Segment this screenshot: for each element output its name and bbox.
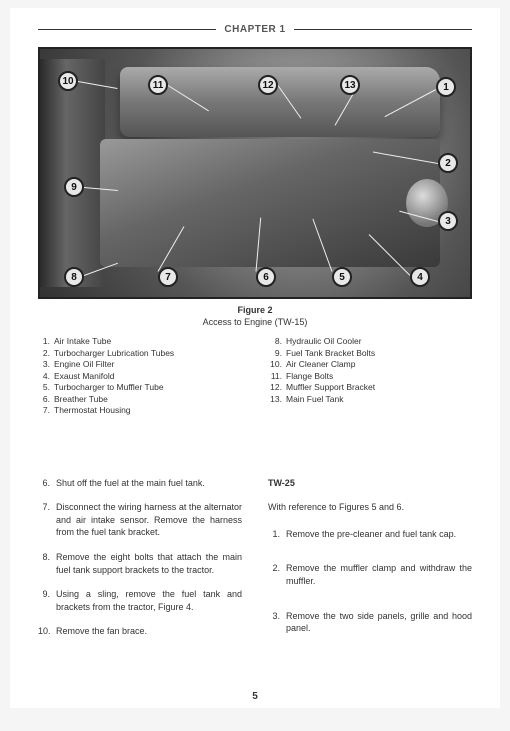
callout-1: 1 xyxy=(436,77,456,97)
figure-image: 10111213123456789 xyxy=(38,47,472,299)
legend-text: Flange Bolts xyxy=(286,371,333,382)
legend-text: Hydraulic Oil Cooler xyxy=(286,336,362,347)
legend-num: 7. xyxy=(38,405,54,416)
step: 9.Using a sling, remove the fuel tank an… xyxy=(38,588,242,613)
page-number: 5 xyxy=(10,691,500,702)
callout-12: 12 xyxy=(258,75,278,95)
legend-col-left: 1.Air Intake Tube2.Turbocharger Lubricat… xyxy=(38,336,240,416)
step: 7.Disconnect the wiring harness at the a… xyxy=(38,501,242,539)
legend-num: 6. xyxy=(38,394,54,405)
chapter-label: CHAPTER 1 xyxy=(224,24,285,35)
step-text: Remove the muffler clamp and withdraw th… xyxy=(286,562,472,587)
legend-text: Exaust Manifold xyxy=(54,371,114,382)
legend-text: Breather Tube xyxy=(54,394,108,405)
callout-8: 8 xyxy=(64,267,84,287)
step-number: 7. xyxy=(38,501,56,539)
engine-side-panel xyxy=(40,59,105,287)
legend-text: Fuel Tank Bracket Bolts xyxy=(286,348,375,359)
figure-caption-text: Access to Engine (TW-15) xyxy=(203,317,308,327)
legend-item: 1.Air Intake Tube xyxy=(38,336,240,347)
step-number: 6. xyxy=(38,477,56,490)
step-number: 1. xyxy=(268,528,286,541)
legend-item: 6.Breather Tube xyxy=(38,394,240,405)
callout-9: 9 xyxy=(64,177,84,197)
callout-2: 2 xyxy=(438,153,458,173)
legend-num: 4. xyxy=(38,371,54,382)
step-number: 8. xyxy=(38,551,56,576)
legend-num: 10. xyxy=(270,359,286,370)
step: 6.Shut off the fuel at the main fuel tan… xyxy=(38,477,242,490)
step-number: 10. xyxy=(38,625,56,638)
step-text: Remove the eight bolts that attach the m… xyxy=(56,551,242,576)
legend-text: Air Intake Tube xyxy=(54,336,111,347)
legend-text: Turbocharger to Muffler Tube xyxy=(54,382,164,393)
legend-item: 8.Hydraulic Oil Cooler xyxy=(270,336,472,347)
step-text: Remove the fan brace. xyxy=(56,625,147,638)
legend-num: 11. xyxy=(270,371,286,382)
legend-num: 13. xyxy=(270,394,286,405)
legend-num: 9. xyxy=(270,348,286,359)
legend-item: 7.Thermostat Housing xyxy=(38,405,240,416)
step-number: 3. xyxy=(268,610,286,635)
chapter-header: CHAPTER 1 xyxy=(38,24,472,35)
legend-num: 5. xyxy=(38,382,54,393)
engine-top xyxy=(120,67,440,137)
legend-item: 3.Engine Oil Filter xyxy=(38,359,240,370)
legend-text: Turbocharger Lubrication Tubes xyxy=(54,348,174,359)
callout-5: 5 xyxy=(332,267,352,287)
legend-item: 13.Main Fuel Tank xyxy=(270,394,472,405)
step-number: 9. xyxy=(38,588,56,613)
legend-item: 2.Turbocharger Lubrication Tubes xyxy=(38,348,240,359)
callout-7: 7 xyxy=(158,267,178,287)
legend-text: Thermostat Housing xyxy=(54,405,131,416)
legend-text: Engine Oil Filter xyxy=(54,359,114,370)
right-column: TW-25 With reference to Figures 5 and 6. 1… xyxy=(268,477,472,657)
figure-label: Figure 2 xyxy=(237,305,272,315)
legend-num: 2. xyxy=(38,348,54,359)
callout-6: 6 xyxy=(256,267,276,287)
step-text: Using a sling, remove the fuel tank and … xyxy=(56,588,242,613)
step-text: Disconnect the wiring harness at the alt… xyxy=(56,501,242,539)
body-columns: 6.Shut off the fuel at the main fuel tan… xyxy=(38,477,472,657)
legend-num: 1. xyxy=(38,336,54,347)
engine-block xyxy=(100,139,440,267)
step: 1.Remove the pre-cleaner and fuel tank c… xyxy=(268,528,472,541)
section-title: TW-25 xyxy=(268,477,472,490)
callout-11: 11 xyxy=(148,75,168,95)
legend-item: 5.Turbocharger to Muffler Tube xyxy=(38,382,240,393)
left-column: 6.Shut off the fuel at the main fuel tan… xyxy=(38,477,242,657)
step: 2.Remove the muffler clamp and withdraw … xyxy=(268,562,472,587)
rule-left xyxy=(38,29,216,30)
legend-num: 12. xyxy=(270,382,286,393)
callout-10: 10 xyxy=(58,71,78,91)
legend-num: 3. xyxy=(38,359,54,370)
step-number: 2. xyxy=(268,562,286,587)
legend: 1.Air Intake Tube2.Turbocharger Lubricat… xyxy=(38,336,472,416)
legend-text: Muffler Support Bracket xyxy=(286,382,375,393)
step-text: Shut off the fuel at the main fuel tank. xyxy=(56,477,205,490)
step-text: Remove the pre-cleaner and fuel tank cap… xyxy=(286,528,456,541)
legend-text: Air Cleaner Clamp xyxy=(286,359,355,370)
step: 10.Remove the fan brace. xyxy=(38,625,242,638)
step: 8.Remove the eight bolts that attach the… xyxy=(38,551,242,576)
legend-col-right: 8.Hydraulic Oil Cooler9.Fuel Tank Bracke… xyxy=(270,336,472,416)
rule-right xyxy=(294,29,472,30)
callout-13: 13 xyxy=(340,75,360,95)
legend-num: 8. xyxy=(270,336,286,347)
legend-item: 12.Muffler Support Bracket xyxy=(270,382,472,393)
step: 3.Remove the two side panels, grille and… xyxy=(268,610,472,635)
callout-4: 4 xyxy=(410,267,430,287)
section-subline: With reference to Figures 5 and 6. xyxy=(268,501,472,514)
page: CHAPTER 1 10111213123456789 Figure 2 Acc… xyxy=(10,8,500,708)
callout-3: 3 xyxy=(438,211,458,231)
legend-item: 11.Flange Bolts xyxy=(270,371,472,382)
legend-item: 4.Exaust Manifold xyxy=(38,371,240,382)
figure-caption: Figure 2 Access to Engine (TW-15) xyxy=(38,305,472,328)
step-text: Remove the two side panels, grille and h… xyxy=(286,610,472,635)
legend-item: 9.Fuel Tank Bracket Bolts xyxy=(270,348,472,359)
legend-text: Main Fuel Tank xyxy=(286,394,343,405)
legend-item: 10.Air Cleaner Clamp xyxy=(270,359,472,370)
